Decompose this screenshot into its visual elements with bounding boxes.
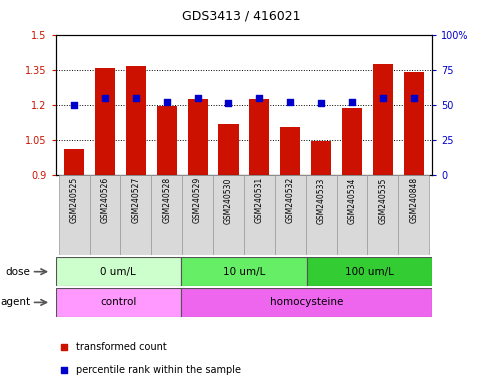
Text: GSM240525: GSM240525: [70, 177, 79, 223]
Point: [225, 100, 232, 106]
Bar: [275, 175, 306, 255]
Text: control: control: [100, 297, 137, 308]
Text: GSM240535: GSM240535: [378, 177, 387, 223]
Text: GSM240531: GSM240531: [255, 177, 264, 223]
Text: GSM240526: GSM240526: [100, 177, 110, 223]
Text: GSM240534: GSM240534: [347, 177, 356, 223]
Text: dose: dose: [6, 266, 30, 277]
Bar: [213, 175, 244, 255]
Bar: [151, 175, 182, 255]
Bar: [89, 175, 120, 255]
Text: percentile rank within the sample: percentile rank within the sample: [76, 365, 242, 375]
Text: agent: agent: [0, 297, 30, 308]
Text: GSM240532: GSM240532: [286, 177, 295, 223]
Bar: [342, 108, 362, 175]
Bar: [126, 66, 146, 175]
Point: [286, 99, 294, 105]
Bar: [218, 124, 239, 175]
Point: [256, 94, 263, 101]
Text: GSM240533: GSM240533: [317, 177, 326, 223]
Bar: [181, 257, 307, 286]
Text: 0 um/L: 0 um/L: [100, 266, 136, 277]
Bar: [404, 72, 424, 175]
Text: homocysteine: homocysteine: [270, 297, 343, 308]
Bar: [249, 99, 270, 175]
Bar: [56, 288, 181, 317]
Bar: [187, 99, 208, 175]
Bar: [368, 175, 398, 255]
Text: GSM240528: GSM240528: [162, 177, 171, 223]
Bar: [95, 68, 115, 175]
Bar: [56, 257, 181, 286]
Text: transformed count: transformed count: [76, 342, 167, 352]
Text: GSM240529: GSM240529: [193, 177, 202, 223]
Bar: [120, 175, 151, 255]
Text: GDS3413 / 416021: GDS3413 / 416021: [182, 10, 301, 23]
Bar: [307, 257, 432, 286]
Point: [379, 94, 387, 101]
Text: GSM240848: GSM240848: [409, 177, 418, 223]
Bar: [373, 64, 393, 175]
Bar: [244, 175, 275, 255]
Bar: [181, 288, 432, 317]
Point: [194, 94, 201, 101]
Bar: [280, 127, 300, 175]
Point: [132, 94, 140, 101]
Text: GSM240527: GSM240527: [131, 177, 141, 223]
Bar: [156, 106, 177, 175]
Bar: [58, 175, 89, 255]
Point: [317, 100, 325, 106]
Text: 100 um/L: 100 um/L: [345, 266, 394, 277]
Point: [348, 99, 356, 105]
Bar: [306, 175, 337, 255]
Point: [410, 94, 418, 101]
Text: GSM240530: GSM240530: [224, 177, 233, 223]
Text: 10 um/L: 10 um/L: [223, 266, 265, 277]
Point: [163, 99, 170, 105]
Bar: [311, 141, 331, 175]
Point: [315, 53, 323, 59]
Bar: [64, 149, 84, 175]
Bar: [182, 175, 213, 255]
Point: [315, 262, 323, 268]
Point: [101, 94, 109, 101]
Bar: [398, 175, 429, 255]
Bar: [337, 175, 368, 255]
Point: [70, 101, 78, 108]
